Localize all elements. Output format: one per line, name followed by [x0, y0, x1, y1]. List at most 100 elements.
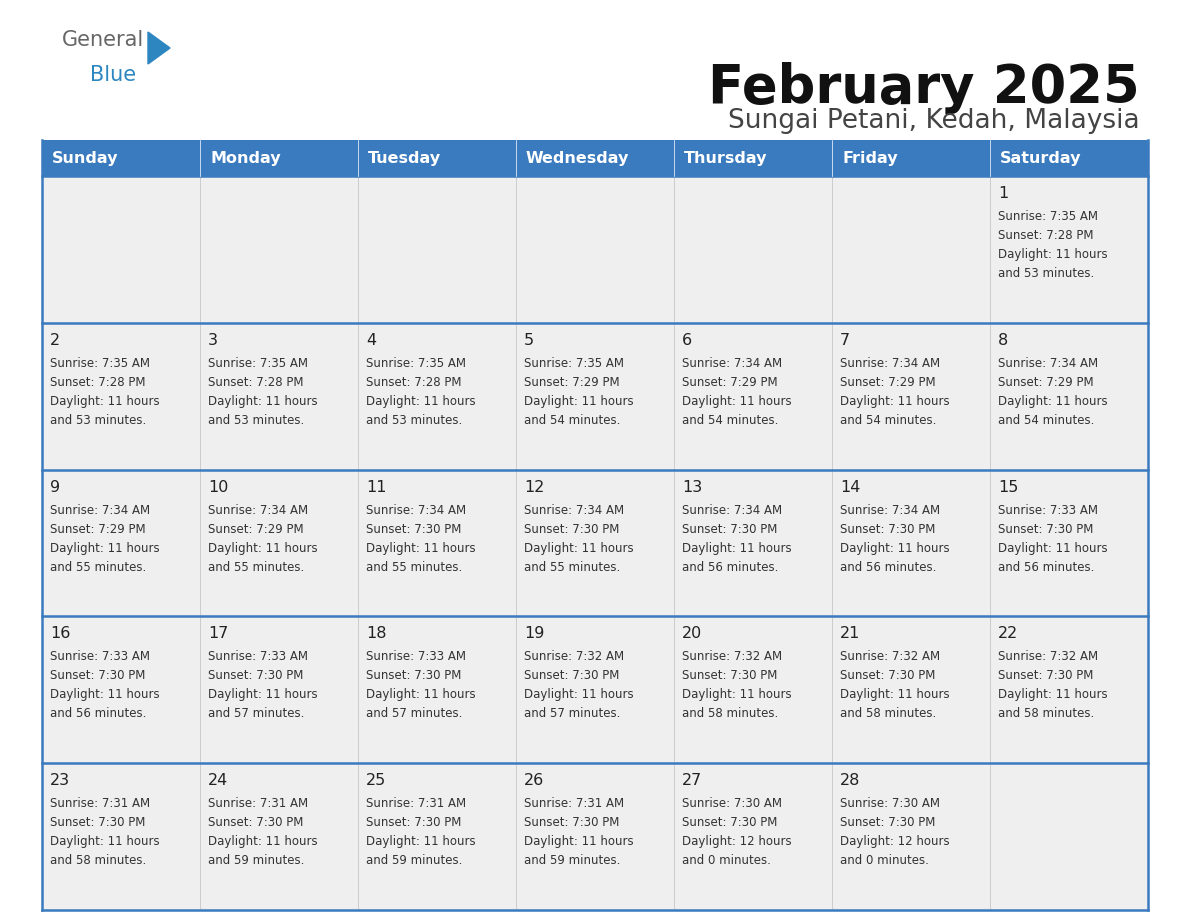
Text: Sunrise: 7:32 AM: Sunrise: 7:32 AM [524, 650, 624, 664]
Text: Daylight: 11 hours: Daylight: 11 hours [840, 688, 949, 701]
Bar [42, 140, 1148, 176]
Text: Sunset: 7:30 PM: Sunset: 7:30 PM [682, 669, 777, 682]
Text: Sunrise: 7:33 AM: Sunrise: 7:33 AM [208, 650, 308, 664]
Text: 25: 25 [366, 773, 386, 789]
Text: and 0 minutes.: and 0 minutes. [840, 855, 929, 868]
Text: Sunset: 7:29 PM: Sunset: 7:29 PM [50, 522, 146, 535]
Text: and 56 minutes.: and 56 minutes. [998, 561, 1094, 574]
Text: February 2025: February 2025 [708, 62, 1140, 114]
Text: Sunrise: 7:31 AM: Sunrise: 7:31 AM [208, 797, 308, 811]
Text: 18: 18 [366, 626, 386, 642]
Text: Daylight: 11 hours: Daylight: 11 hours [998, 248, 1107, 261]
Text: Sunrise: 7:35 AM: Sunrise: 7:35 AM [998, 210, 1098, 223]
Text: and 53 minutes.: and 53 minutes. [50, 414, 146, 427]
Text: Sunset: 7:30 PM: Sunset: 7:30 PM [682, 522, 777, 535]
Text: and 58 minutes.: and 58 minutes. [50, 855, 146, 868]
Text: Sunrise: 7:31 AM: Sunrise: 7:31 AM [366, 797, 466, 811]
Text: 26: 26 [524, 773, 544, 789]
Text: and 56 minutes.: and 56 minutes. [840, 561, 936, 574]
Text: Sunrise: 7:31 AM: Sunrise: 7:31 AM [50, 797, 150, 811]
Text: and 55 minutes.: and 55 minutes. [50, 561, 146, 574]
Text: and 59 minutes.: and 59 minutes. [524, 855, 620, 868]
Text: 24: 24 [208, 773, 228, 789]
Text: Sunrise: 7:35 AM: Sunrise: 7:35 AM [208, 357, 308, 370]
Text: Daylight: 11 hours: Daylight: 11 hours [366, 395, 475, 408]
Text: Daylight: 11 hours: Daylight: 11 hours [840, 395, 949, 408]
Text: 20: 20 [682, 626, 702, 642]
Text: 12: 12 [524, 479, 544, 495]
Text: Daylight: 11 hours: Daylight: 11 hours [524, 688, 633, 701]
Text: Daylight: 11 hours: Daylight: 11 hours [208, 395, 317, 408]
Text: Sunset: 7:30 PM: Sunset: 7:30 PM [524, 522, 619, 535]
Text: and 54 minutes.: and 54 minutes. [840, 414, 936, 427]
Text: Daylight: 11 hours: Daylight: 11 hours [682, 542, 791, 554]
Text: Sunrise: 7:33 AM: Sunrise: 7:33 AM [366, 650, 466, 664]
Text: Sunset: 7:28 PM: Sunset: 7:28 PM [366, 375, 461, 389]
Text: 19: 19 [524, 626, 544, 642]
Text: Sunrise: 7:33 AM: Sunrise: 7:33 AM [50, 650, 150, 664]
Text: 2: 2 [50, 333, 61, 348]
Text: Sunrise: 7:32 AM: Sunrise: 7:32 AM [682, 650, 782, 664]
Text: Sunrise: 7:34 AM: Sunrise: 7:34 AM [682, 504, 782, 517]
Text: Sunrise: 7:34 AM: Sunrise: 7:34 AM [998, 357, 1098, 370]
Text: 7: 7 [840, 333, 851, 348]
Text: Sunset: 7:30 PM: Sunset: 7:30 PM [366, 816, 461, 829]
Text: 16: 16 [50, 626, 70, 642]
Text: Sunrise: 7:34 AM: Sunrise: 7:34 AM [682, 357, 782, 370]
Text: 8: 8 [998, 333, 1009, 348]
Text: and 54 minutes.: and 54 minutes. [524, 414, 620, 427]
Text: General: General [62, 30, 144, 50]
Text: Sunset: 7:29 PM: Sunset: 7:29 PM [524, 375, 620, 389]
Text: Sunset: 7:29 PM: Sunset: 7:29 PM [682, 375, 778, 389]
Text: Sunset: 7:30 PM: Sunset: 7:30 PM [50, 816, 145, 829]
Text: and 58 minutes.: and 58 minutes. [840, 708, 936, 721]
Text: Sungai Petani, Kedah, Malaysia: Sungai Petani, Kedah, Malaysia [728, 108, 1140, 134]
Text: Sunset: 7:30 PM: Sunset: 7:30 PM [840, 669, 935, 682]
Text: Sunset: 7:28 PM: Sunset: 7:28 PM [998, 229, 1093, 242]
Polygon shape [148, 32, 170, 64]
Text: 27: 27 [682, 773, 702, 789]
Text: and 55 minutes.: and 55 minutes. [524, 561, 620, 574]
Text: Sunrise: 7:30 AM: Sunrise: 7:30 AM [682, 797, 782, 811]
Text: Daylight: 11 hours: Daylight: 11 hours [682, 688, 791, 701]
Text: 13: 13 [682, 479, 702, 495]
Bar [42, 323, 1148, 470]
Text: Sunrise: 7:31 AM: Sunrise: 7:31 AM [524, 797, 624, 811]
Bar [42, 176, 1148, 323]
Text: Daylight: 12 hours: Daylight: 12 hours [682, 835, 791, 848]
Text: Sunset: 7:30 PM: Sunset: 7:30 PM [208, 669, 303, 682]
Text: Daylight: 12 hours: Daylight: 12 hours [840, 835, 949, 848]
Text: Daylight: 11 hours: Daylight: 11 hours [998, 395, 1107, 408]
Text: Sunset: 7:30 PM: Sunset: 7:30 PM [840, 522, 935, 535]
Text: Sunset: 7:30 PM: Sunset: 7:30 PM [524, 816, 619, 829]
Text: Sunset: 7:30 PM: Sunset: 7:30 PM [50, 669, 145, 682]
Text: Sunset: 7:28 PM: Sunset: 7:28 PM [208, 375, 303, 389]
Text: Daylight: 11 hours: Daylight: 11 hours [524, 835, 633, 848]
Text: Daylight: 11 hours: Daylight: 11 hours [208, 688, 317, 701]
Text: Sunset: 7:30 PM: Sunset: 7:30 PM [998, 669, 1093, 682]
Text: Daylight: 11 hours: Daylight: 11 hours [366, 542, 475, 554]
Text: Daylight: 11 hours: Daylight: 11 hours [366, 688, 475, 701]
Text: Sunrise: 7:32 AM: Sunrise: 7:32 AM [840, 650, 940, 664]
Text: Sunset: 7:30 PM: Sunset: 7:30 PM [366, 522, 461, 535]
Text: Sunrise: 7:34 AM: Sunrise: 7:34 AM [524, 504, 624, 517]
Bar [42, 616, 1148, 763]
Text: Daylight: 11 hours: Daylight: 11 hours [840, 542, 949, 554]
Text: Daylight: 11 hours: Daylight: 11 hours [998, 688, 1107, 701]
Text: Wednesday: Wednesday [526, 151, 630, 165]
Text: Sunrise: 7:34 AM: Sunrise: 7:34 AM [840, 357, 940, 370]
Text: 1: 1 [998, 186, 1009, 201]
Text: and 57 minutes.: and 57 minutes. [366, 708, 462, 721]
Text: Sunrise: 7:35 AM: Sunrise: 7:35 AM [366, 357, 466, 370]
Text: 22: 22 [998, 626, 1018, 642]
Text: Sunrise: 7:35 AM: Sunrise: 7:35 AM [50, 357, 150, 370]
Text: 9: 9 [50, 479, 61, 495]
Text: Daylight: 11 hours: Daylight: 11 hours [524, 395, 633, 408]
Text: and 59 minutes.: and 59 minutes. [366, 855, 462, 868]
Text: Daylight: 11 hours: Daylight: 11 hours [998, 542, 1107, 554]
Text: 28: 28 [840, 773, 860, 789]
Text: and 53 minutes.: and 53 minutes. [998, 267, 1094, 280]
Text: 3: 3 [208, 333, 219, 348]
Text: 15: 15 [998, 479, 1018, 495]
Text: and 57 minutes.: and 57 minutes. [208, 708, 304, 721]
